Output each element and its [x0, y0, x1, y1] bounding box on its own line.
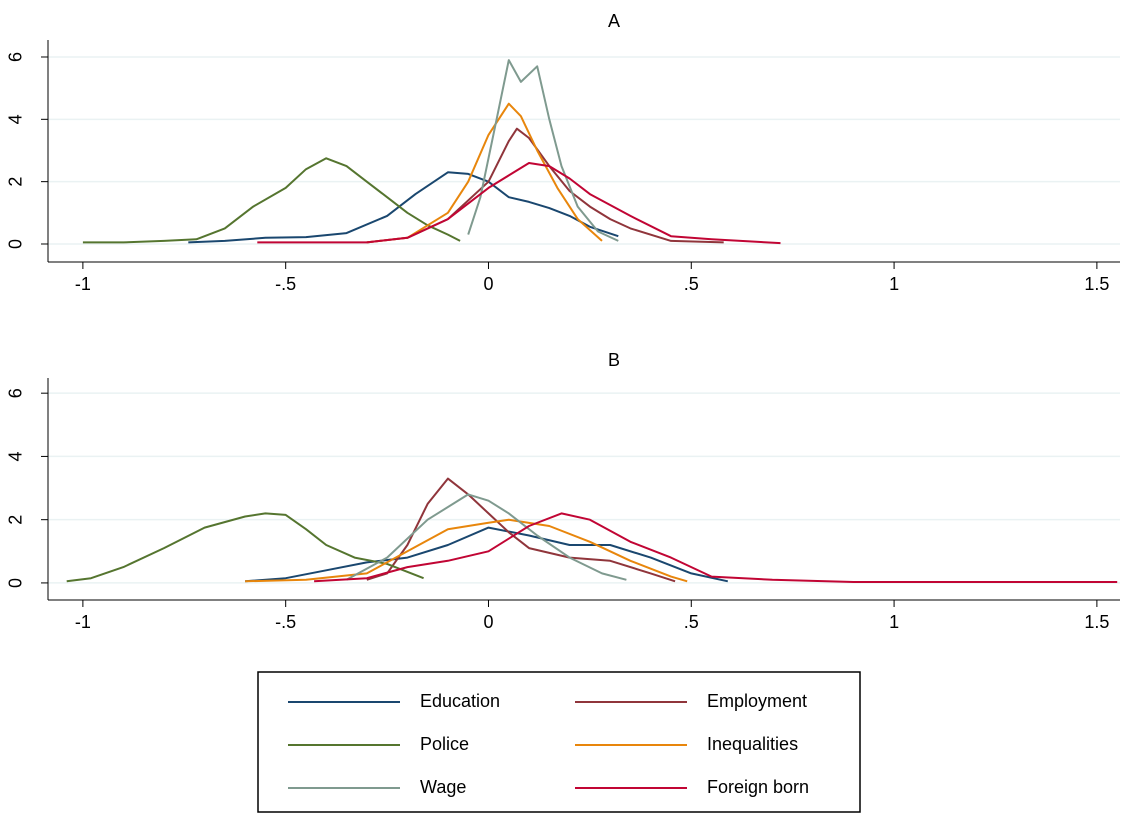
legend-label: Employment: [707, 691, 807, 711]
y-tick-label: 4: [6, 114, 26, 124]
density-line: [188, 171, 619, 244]
density-line: [366, 102, 603, 244]
legend-label: Education: [420, 691, 500, 711]
density-line: [66, 512, 424, 583]
panel-title: A: [608, 11, 620, 31]
density-line: [366, 127, 724, 244]
x-tick-label: -.5: [275, 612, 296, 632]
x-tick-label: .5: [684, 612, 699, 632]
y-tick-label: 0: [6, 239, 26, 249]
x-tick-label: 1.5: [1084, 612, 1109, 632]
density-line: [314, 512, 1118, 583]
density-line: [346, 493, 627, 581]
density-line: [245, 518, 688, 583]
y-tick-label: 6: [6, 388, 26, 398]
y-tick-label: 4: [6, 451, 26, 461]
x-tick-label: .5: [684, 274, 699, 294]
x-tick-label: 1.5: [1084, 274, 1109, 294]
x-tick-label: -1: [75, 612, 91, 632]
density-line: [366, 477, 676, 583]
y-tick-label: 2: [6, 177, 26, 187]
x-tick-label: -1: [75, 274, 91, 294]
legend-label: Foreign born: [707, 777, 809, 797]
x-tick-label: 1: [889, 274, 899, 294]
x-tick-label: 1: [889, 612, 899, 632]
x-tick-label: 0: [483, 274, 493, 294]
y-tick-label: 0: [6, 578, 26, 588]
y-tick-label: 6: [6, 52, 26, 62]
x-tick-label: -.5: [275, 274, 296, 294]
legend-label: Wage: [420, 777, 466, 797]
x-tick-label: 0: [483, 612, 493, 632]
density-line: [82, 157, 461, 244]
panel-title: B: [608, 350, 620, 370]
y-tick-label: 2: [6, 515, 26, 525]
density-line: [257, 162, 781, 245]
density-line: [467, 59, 619, 242]
density-line: [245, 526, 729, 583]
legend-label: Inequalities: [707, 734, 798, 754]
legend-label: Police: [420, 734, 469, 754]
